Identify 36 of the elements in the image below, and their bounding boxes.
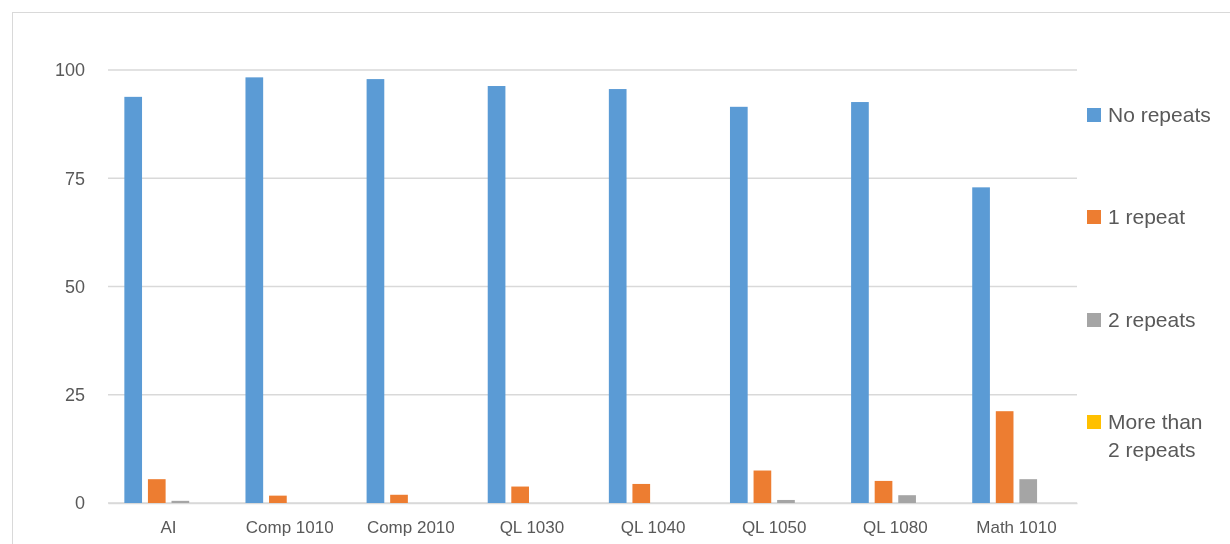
legend-label: No repeats [1108,103,1211,126]
bar [898,495,916,503]
legend-label: 2 repeats [1108,308,1196,331]
bar [269,495,287,503]
x-tick-label: QL 1080 [863,518,928,538]
bar [366,79,385,503]
bar [632,483,651,503]
y-tick-label: 25 [64,385,85,406]
x-tick-label: Comp 1010 [245,518,334,538]
bar [729,106,748,503]
x-tick-label: QL 1050 [741,518,807,538]
bar [245,77,264,503]
y-tick-label: 100 [54,60,85,81]
x-tick-label: AI [160,518,177,538]
legend-label: 1 repeat [1108,205,1186,228]
bar [777,499,795,503]
x-tick-label: Comp 2010 [366,518,455,538]
bar [874,480,893,503]
bar [487,86,506,503]
bar [851,102,869,503]
x-tick-label: Math 1010 [976,518,1057,538]
bar [390,494,408,503]
legend-label: More than 2 repeats [1108,410,1203,461]
bar [1019,479,1038,503]
bar [147,479,166,503]
bar [124,96,143,503]
bar [995,411,1014,503]
y-tick-label: 75 [64,168,85,189]
bar [608,89,627,503]
bar [753,470,772,503]
bar [972,187,990,503]
y-tick-label: 0 [74,493,85,514]
x-tick-label: QL 1030 [499,518,565,538]
y-tick-label: 50 [64,276,85,297]
bar [511,486,529,503]
x-tick-label: QL 1040 [620,518,686,538]
